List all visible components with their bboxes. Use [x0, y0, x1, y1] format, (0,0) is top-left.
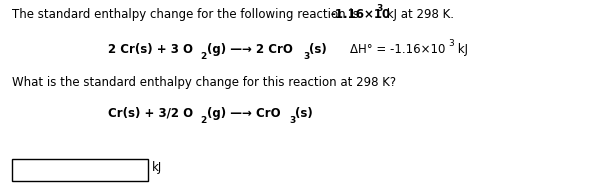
- Text: Cr(s) + 3/2 O: Cr(s) + 3/2 O: [108, 107, 193, 120]
- Text: 3: 3: [448, 39, 454, 48]
- Text: (g) —→ CrO: (g) —→ CrO: [207, 107, 281, 120]
- Text: kJ: kJ: [454, 43, 468, 56]
- Text: (g) —→ 2 CrO: (g) —→ 2 CrO: [207, 43, 293, 56]
- Bar: [12, 159, 148, 181]
- Text: kJ at 298 K.: kJ at 298 K.: [383, 8, 454, 21]
- Text: The standard enthalpy change for the following reaction is: The standard enthalpy change for the fol…: [12, 8, 362, 21]
- Text: What is the standard enthalpy change for this reaction at 298 K?: What is the standard enthalpy change for…: [12, 76, 396, 89]
- Text: ΔH° = -1.16×10: ΔH° = -1.16×10: [335, 43, 446, 56]
- Text: (s): (s): [295, 107, 313, 120]
- Text: -1.16×10: -1.16×10: [330, 8, 390, 21]
- Text: 3: 3: [303, 52, 309, 61]
- Text: 2: 2: [200, 52, 206, 61]
- Text: 2: 2: [200, 116, 206, 125]
- Text: kJ: kJ: [152, 161, 162, 174]
- Text: 3: 3: [376, 4, 382, 13]
- Text: 2 Cr(s) + 3 O: 2 Cr(s) + 3 O: [108, 43, 193, 56]
- Text: 3: 3: [289, 116, 295, 125]
- Text: (s): (s): [309, 43, 327, 56]
